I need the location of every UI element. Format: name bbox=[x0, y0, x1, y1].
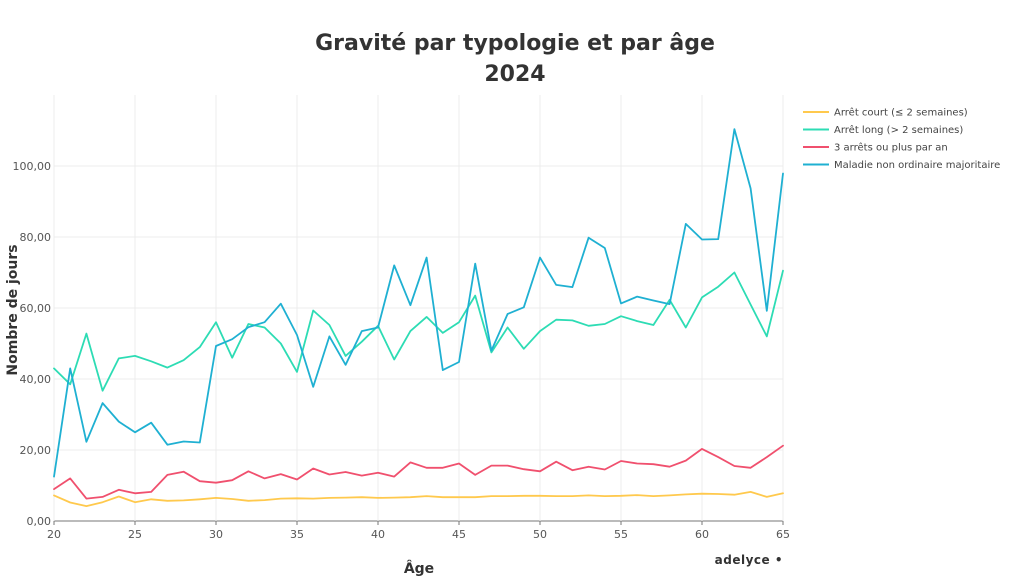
chart-legend: Arrêt court (≤ 2 semaines) Arrêt long (> … bbox=[803, 107, 1000, 171]
x-tick-label: 35 bbox=[290, 528, 304, 541]
x-tick-label: 60 bbox=[695, 528, 709, 541]
x-tick-label: 55 bbox=[614, 528, 628, 541]
x-tick-label: 65 bbox=[776, 528, 790, 541]
y-axis-title: Nombre de jours bbox=[5, 244, 21, 375]
y-tick-label: 20,00 bbox=[20, 444, 52, 457]
legend-item[interactable]: Arrêt court (≤ 2 semaines) bbox=[803, 107, 968, 119]
series-line-2 bbox=[53, 269, 784, 392]
x-axis-title: Âge bbox=[404, 560, 434, 577]
series-line-3 bbox=[53, 444, 784, 500]
legend-item[interactable]: Arrêt long (> 2 semaines) bbox=[803, 124, 963, 136]
x-axis-ticks: 20 25 30 35 40 45 50 55 60 65 bbox=[47, 528, 790, 541]
legend-label: Arrêt long (> 2 semaines) bbox=[834, 124, 963, 136]
x-tick-label: 20 bbox=[47, 528, 61, 541]
y-tick-label: 0,00 bbox=[27, 515, 52, 528]
y-tick-label: 80,00 bbox=[20, 231, 52, 244]
legend-label: Arrêt court (≤ 2 semaines) bbox=[834, 107, 968, 119]
x-tick-label: 45 bbox=[452, 528, 466, 541]
chart-subtitle: 2024 bbox=[484, 62, 545, 87]
x-tick-label: 25 bbox=[128, 528, 142, 541]
y-axis-ticks: 0,00 20,00 40,00 60,00 80,00 100,00 bbox=[13, 160, 52, 528]
x-tick-label: 30 bbox=[209, 528, 223, 541]
x-tick-label: 50 bbox=[533, 528, 547, 541]
legend-item[interactable]: Maladie non ordinaire majoritaire bbox=[803, 160, 1000, 171]
legend-label: Maladie non ordinaire majoritaire bbox=[834, 160, 1000, 171]
legend-item[interactable]: 3 arrêts ou plus par an bbox=[803, 142, 948, 154]
series-line-1 bbox=[53, 490, 784, 508]
y-tick-label: 40,00 bbox=[20, 373, 52, 386]
x-tick-label: 40 bbox=[371, 528, 385, 541]
grid-lines bbox=[53, 95, 784, 525]
series-line-4 bbox=[53, 128, 784, 478]
brand-logo: adelyce • bbox=[715, 553, 783, 567]
y-tick-label: 60,00 bbox=[20, 302, 52, 315]
chart-title: Gravité par typologie et par âge bbox=[315, 31, 715, 56]
legend-label: 3 arrêts ou plus par an bbox=[834, 142, 948, 154]
series-lines bbox=[53, 128, 784, 508]
y-tick-label: 100,00 bbox=[13, 160, 52, 173]
